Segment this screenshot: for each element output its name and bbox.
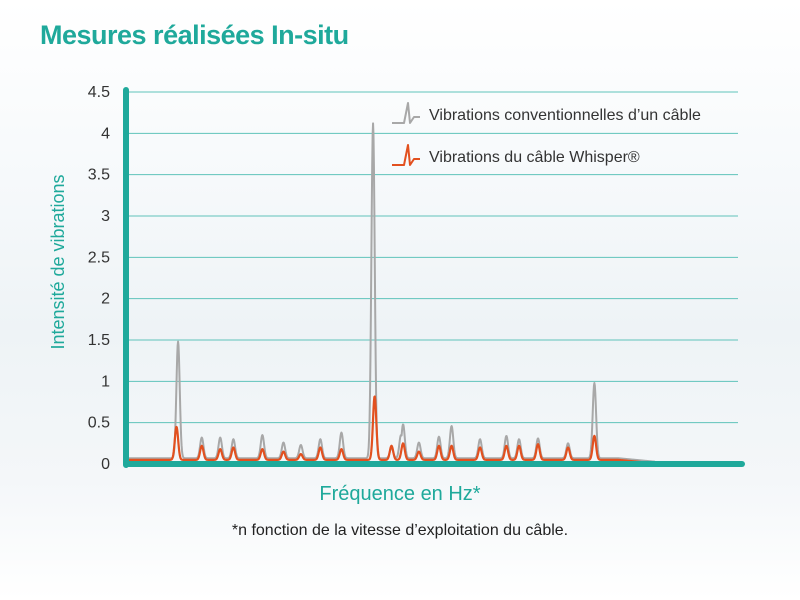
chart-title: Mesures réalisées In-situ	[40, 20, 349, 50]
series-layer	[127, 122, 656, 464]
legend-symbol-conventional	[392, 102, 420, 124]
series-line-conventional	[127, 122, 656, 463]
y-axis-label: Intensité de vibrations	[48, 174, 68, 349]
y-tick-label: 3.5	[88, 167, 110, 184]
y-tick-label: 0	[101, 456, 110, 473]
footnote: *n fonction de la vitesse d’exploitation…	[231, 522, 569, 539]
y-tick-labels: 0 0.5 1 1.5 2 2.5 3 3.5 4 4.5	[88, 84, 110, 473]
y-tick-label: 1.5	[88, 332, 110, 349]
legend-label-conventional: Vibrations conventionnelles d’un câble	[429, 107, 701, 124]
y-tick-label: 2.5	[88, 249, 110, 266]
grid-lines	[126, 91, 738, 424]
x-axis-label: Fréquence en Hz*	[319, 483, 481, 505]
y-tick-label: 4.5	[88, 84, 110, 101]
series-line-whisper	[127, 395, 656, 464]
y-tick-label: 1	[101, 373, 110, 390]
legend-symbol-whisper	[392, 144, 420, 166]
y-tick-label: 2	[101, 291, 110, 308]
y-tick-label: 4	[101, 125, 110, 142]
y-tick-label: 3	[101, 208, 110, 225]
legend-label-whisper: Vibrations du câble Whisper®	[429, 149, 640, 166]
legend: Vibrations conventionnelles d’un câble Vi…	[392, 102, 701, 166]
y-tick-label: 0.5	[88, 415, 110, 432]
